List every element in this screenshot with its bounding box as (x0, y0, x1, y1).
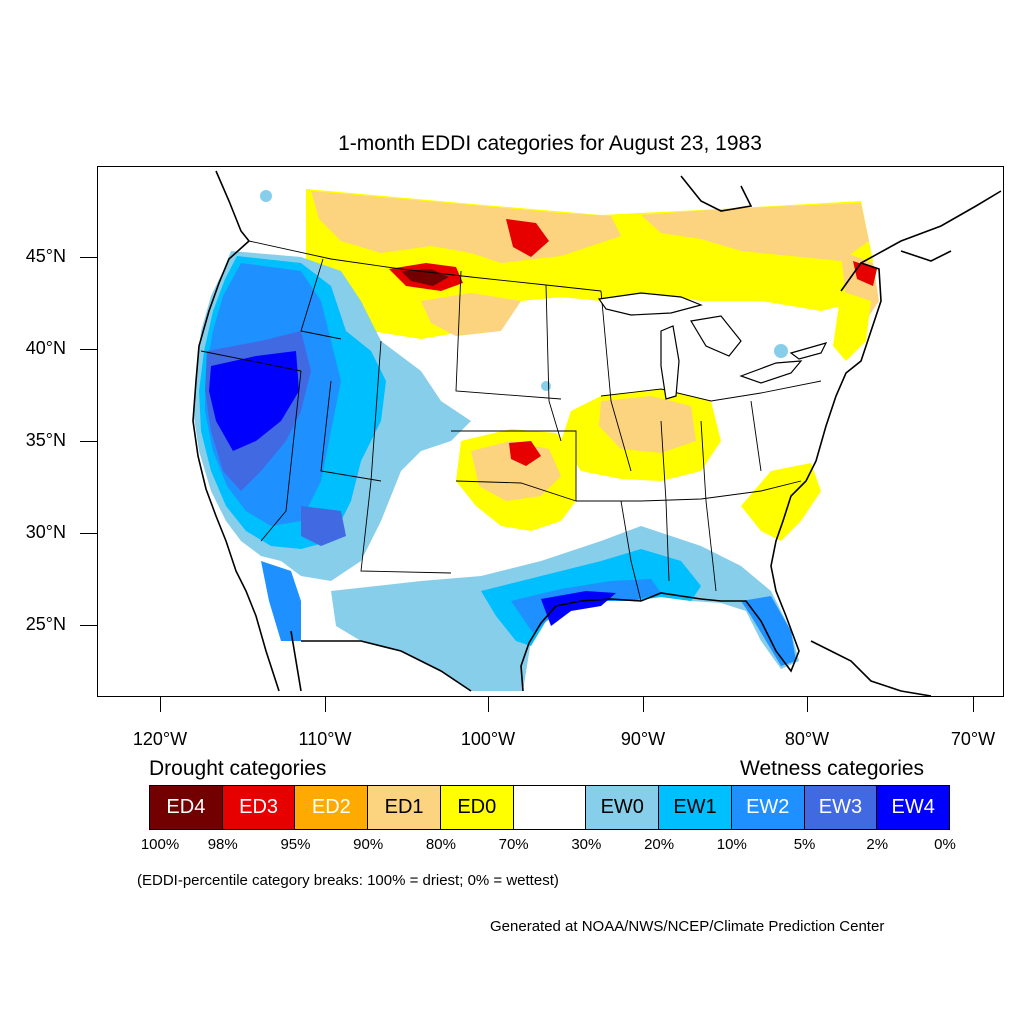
lat-tick-label: 30°N (25, 522, 66, 542)
lon-tick-label: 100°W (460, 729, 516, 749)
lon-tick-mark (160, 697, 161, 712)
lat-tick-mark (80, 625, 97, 626)
eddi-map (97, 166, 1004, 697)
lon-tick-mark (325, 697, 326, 712)
lat-tick-mark (80, 441, 97, 442)
legend-break-label: 0% (934, 836, 956, 853)
legend-break-label: 70% (498, 836, 529, 853)
map-title: 1-month EDDI categories for August 23, 1… (338, 132, 762, 155)
legend-break-label: 30% (571, 836, 602, 853)
legend-cell-ew1: EW1 (658, 785, 732, 830)
legend-cell-ed3: ED3 (221, 785, 296, 830)
drought-legend-heading: Drought categories (149, 757, 327, 780)
lon-tick-mark (643, 697, 644, 712)
lat-tick-mark (80, 533, 97, 534)
legend-cell-neutral (512, 785, 587, 830)
lon-tick-mark (488, 697, 489, 712)
category-legend: ED4 ED3 ED2 ED1 ED0 EW0 EW1 EW2 EW3 EW4 (149, 785, 951, 830)
lon-tick-label: 110°W (298, 729, 352, 749)
legend-note: (EDDI-percentile category breaks: 100% =… (137, 872, 559, 889)
legend-cell-ew3: EW3 (803, 785, 878, 830)
lon-tick-mark (807, 697, 808, 712)
legend-break-label: 100% (140, 836, 180, 853)
legend-cell-ed4: ED4 (149, 785, 223, 830)
lon-tick-label: 80°W (784, 729, 830, 749)
legend-break-label: 2% (866, 836, 889, 853)
legend-break-label: 80% (425, 836, 456, 853)
lat-tick-mark (80, 349, 97, 350)
lat-tick-label: 35°N (25, 430, 66, 450)
legend-cell-ew2: EW2 (730, 785, 805, 830)
legend-break-label: 95% (280, 836, 311, 853)
legend-cell-ew0: EW0 (585, 785, 660, 830)
lon-tick-mark (973, 697, 974, 712)
map-canvas (192, 170, 1002, 696)
legend-cell-ed0: ED0 (439, 785, 514, 830)
lon-tick-label: 90°W (620, 729, 666, 749)
legend-break-label: 20% (644, 836, 675, 853)
legend-cell-ed1: ED1 (367, 785, 441, 830)
legend-cell-ed2: ED2 (294, 785, 369, 830)
legend-break-label: 90% (353, 836, 384, 853)
wetness-legend-heading: Wetness categories (740, 757, 925, 780)
lon-tick-label: 120°W (132, 729, 188, 749)
lat-tick-mark (80, 257, 97, 258)
credit-text: Generated at NOAA/NWS/NCEP/Climate Predi… (490, 918, 885, 935)
legend-break-label: 10% (716, 836, 747, 853)
lat-tick-label: 45°N (25, 246, 66, 266)
lat-tick-label: 40°N (25, 338, 66, 358)
legend-break-label: 98% (207, 836, 238, 853)
legend-break-label: 5% (793, 836, 816, 853)
legend-cell-ew4: EW4 (876, 785, 951, 830)
lon-tick-label: 70°W (950, 729, 996, 749)
lat-tick-label: 25°N (25, 614, 66, 634)
